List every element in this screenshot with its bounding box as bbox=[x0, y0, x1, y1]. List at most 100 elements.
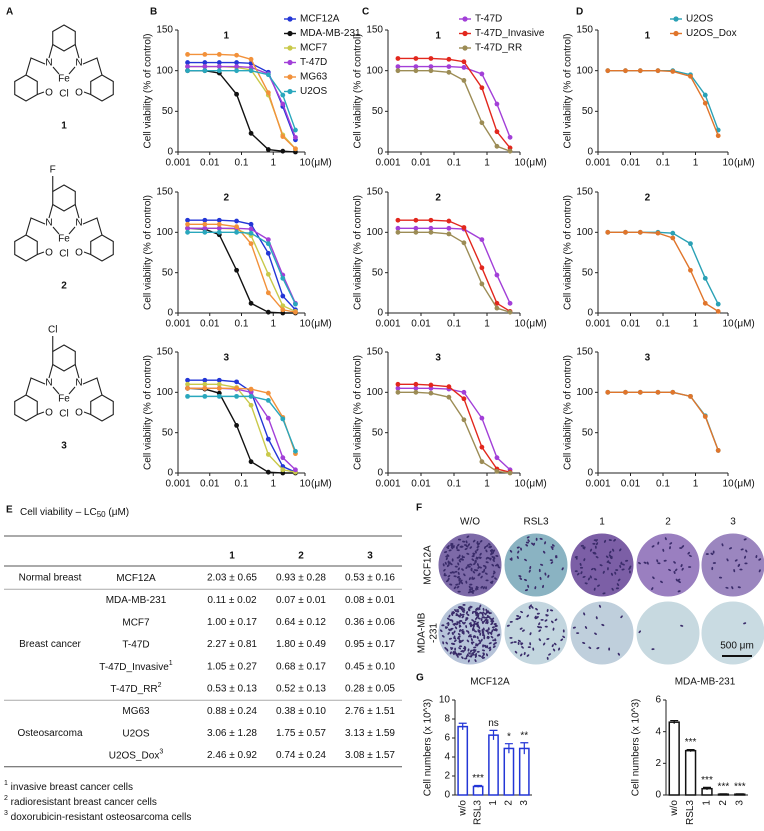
series-line bbox=[397, 69, 511, 152]
legend-label: MDA-MB-231 bbox=[300, 28, 361, 39]
cell bbox=[520, 653, 523, 657]
cell bbox=[574, 570, 578, 573]
cell bbox=[589, 548, 593, 552]
cell bbox=[726, 558, 729, 562]
cell bbox=[680, 564, 683, 568]
cell bbox=[552, 627, 555, 631]
data-point bbox=[446, 394, 452, 400]
table-cell: 0.38 ± 0.10 bbox=[276, 706, 326, 717]
cell bbox=[482, 644, 486, 647]
table-cell: 0.36 ± 0.06 bbox=[345, 617, 395, 628]
x-tick-label: 0.1 bbox=[447, 479, 461, 490]
cell bbox=[619, 564, 622, 568]
cell bbox=[478, 556, 482, 559]
data-point bbox=[265, 390, 271, 396]
error-bar bbox=[504, 743, 513, 754]
column-label: W/O bbox=[460, 517, 480, 528]
cell bbox=[471, 586, 474, 591]
legend-swatch bbox=[287, 30, 293, 37]
data-point bbox=[265, 250, 271, 256]
cell bbox=[551, 620, 554, 624]
cell bbox=[478, 641, 482, 645]
cell bbox=[529, 604, 532, 608]
cell bbox=[456, 610, 460, 613]
data-point bbox=[216, 221, 222, 227]
cell bbox=[466, 552, 470, 555]
cell bbox=[520, 610, 524, 614]
cell bbox=[529, 642, 532, 646]
atom: N bbox=[75, 58, 82, 69]
x-unit: (μM) bbox=[526, 319, 547, 330]
cell bbox=[592, 551, 596, 555]
chart-title: MCF12A bbox=[470, 677, 510, 688]
bond bbox=[37, 251, 45, 256]
footnote-text: doxorubicin-resistant osteosarcoma cells bbox=[8, 812, 191, 823]
series-line bbox=[187, 53, 296, 150]
cell bbox=[664, 537, 667, 541]
legend-swatch bbox=[462, 16, 468, 22]
bond bbox=[52, 386, 60, 395]
cell bbox=[526, 614, 529, 618]
data-point bbox=[446, 64, 452, 69]
cell bbox=[625, 559, 629, 562]
row-label: MDA-MB bbox=[417, 612, 428, 653]
cell bbox=[447, 632, 450, 635]
y-tick-label: 100 bbox=[366, 65, 383, 76]
data-point bbox=[605, 229, 611, 235]
bond bbox=[82, 217, 103, 236]
cell bbox=[485, 549, 488, 553]
y-tick-label: 0 bbox=[377, 308, 383, 319]
cell-line-name: T-47D_RR bbox=[110, 684, 157, 695]
cell bbox=[468, 577, 471, 581]
y-tick-label: 50 bbox=[162, 267, 174, 278]
table-cell: 1.75 ± 0.57 bbox=[276, 728, 326, 739]
data-point bbox=[202, 225, 208, 231]
legend-swatch bbox=[287, 16, 293, 22]
cell bbox=[475, 622, 479, 625]
cell bbox=[458, 621, 461, 624]
cell bbox=[452, 623, 456, 626]
x-tick-label: 3 bbox=[519, 800, 530, 806]
cell bbox=[602, 570, 605, 574]
data-point bbox=[479, 237, 485, 242]
data-point bbox=[413, 381, 419, 387]
cell bbox=[513, 641, 517, 643]
compound-label: 3 bbox=[61, 441, 67, 452]
cell bbox=[613, 539, 616, 542]
atom: Fe bbox=[58, 394, 70, 405]
cell bbox=[469, 649, 472, 653]
cell bbox=[481, 655, 484, 658]
error-bar bbox=[735, 793, 744, 795]
cell bbox=[488, 546, 492, 549]
cell bbox=[657, 562, 661, 565]
cell bbox=[599, 564, 603, 567]
cell bbox=[458, 645, 463, 648]
cell bbox=[484, 612, 487, 616]
atom: Cl bbox=[59, 249, 68, 260]
cell bbox=[562, 629, 565, 633]
data-point bbox=[494, 300, 500, 306]
cell bbox=[463, 573, 466, 577]
cell bbox=[445, 557, 448, 561]
cell bbox=[472, 552, 476, 555]
data-point bbox=[395, 68, 401, 74]
data-point bbox=[702, 92, 708, 98]
ring bbox=[90, 394, 114, 422]
cell bbox=[603, 539, 607, 543]
data-point bbox=[234, 91, 239, 97]
bar bbox=[668, 721, 680, 796]
data-point bbox=[216, 393, 222, 399]
legend-swatch bbox=[462, 30, 468, 37]
table-cell: 3.08 ± 1.57 bbox=[345, 750, 395, 761]
cell bbox=[549, 559, 553, 562]
data-point bbox=[494, 129, 500, 135]
bar bbox=[488, 734, 499, 796]
series-line bbox=[187, 395, 297, 452]
cell bbox=[491, 617, 495, 621]
cell bbox=[601, 623, 605, 627]
cell bbox=[484, 545, 487, 549]
cell bbox=[525, 544, 529, 547]
cell bbox=[677, 578, 681, 582]
data-point bbox=[702, 414, 708, 419]
